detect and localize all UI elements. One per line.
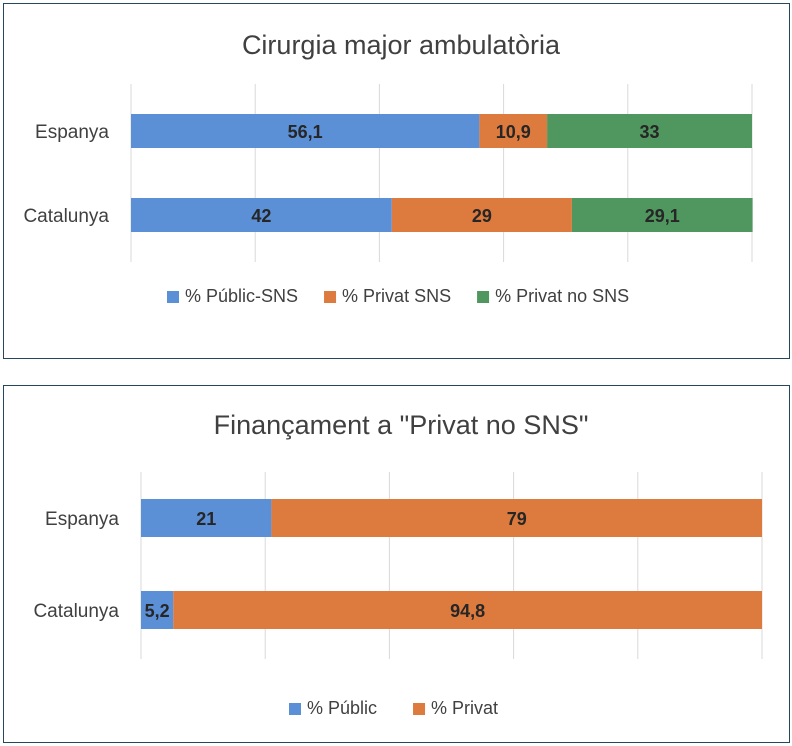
legend-label: % Privat [431,698,498,718]
category-label: Espanya [35,122,109,143]
chart-panel-financament: Finançament a "Privat no SNS" Espanya 21 7… [3,385,790,743]
chart-financament-privat-no-sns: Finançament a "Privat no SNS" Espanya 21 7… [33,410,763,718]
data-label: 42 [251,206,271,226]
legend-swatch [413,703,426,715]
data-label: 29,1 [645,206,680,226]
data-label: 10,9 [496,122,531,142]
data-label: 79 [507,509,527,529]
legend-item: % Privat SNS [324,286,451,306]
bar-segment [547,114,752,148]
legend-label: % Privat SNS [342,286,451,306]
legend-swatch [324,291,337,303]
legend-label: % Privat no SNS [495,286,629,306]
bar-segment [173,591,763,629]
data-label: 33 [640,122,660,142]
legend-label: % Públic-SNS [185,286,298,306]
data-label: 21 [196,509,216,529]
legend-item: % Públic [289,698,377,718]
bar-segment [131,198,392,232]
bar-segment [571,198,753,232]
bar-segment [141,591,174,629]
legend-item: % Privat [413,698,498,718]
legend-swatch [167,291,179,303]
bar-segment [479,114,548,148]
category-label: Catalunya [33,601,119,622]
chart-title: Cirurgia major ambulatòria [242,30,561,60]
bar-segment [391,198,572,232]
legend-item: % Privat no SNS [477,286,629,306]
legend-swatch [289,703,301,715]
chart-cirurgia-major-ambulatoria: Cirurgia major ambulatòria Espanya 56,1 10… [23,30,753,306]
chart-panel-cirurgia: Cirurgia major ambulatòria Espanya 56,1 10… [3,3,790,359]
legend-label: % Públic [307,698,377,718]
bar-segment [271,499,762,537]
legend-item: % Públic-SNS [167,286,298,306]
bar-segment [131,114,480,148]
data-label: 94,8 [450,601,485,621]
bar-segment [141,499,272,537]
data-label: 56,1 [288,122,323,142]
data-label: 5,2 [145,601,170,621]
category-label: Catalunya [23,206,109,227]
data-label: 29 [472,206,492,226]
category-label: Espanya [45,509,119,530]
legend-swatch [477,291,490,303]
chart-title: Finançament a "Privat no SNS" [214,410,589,440]
